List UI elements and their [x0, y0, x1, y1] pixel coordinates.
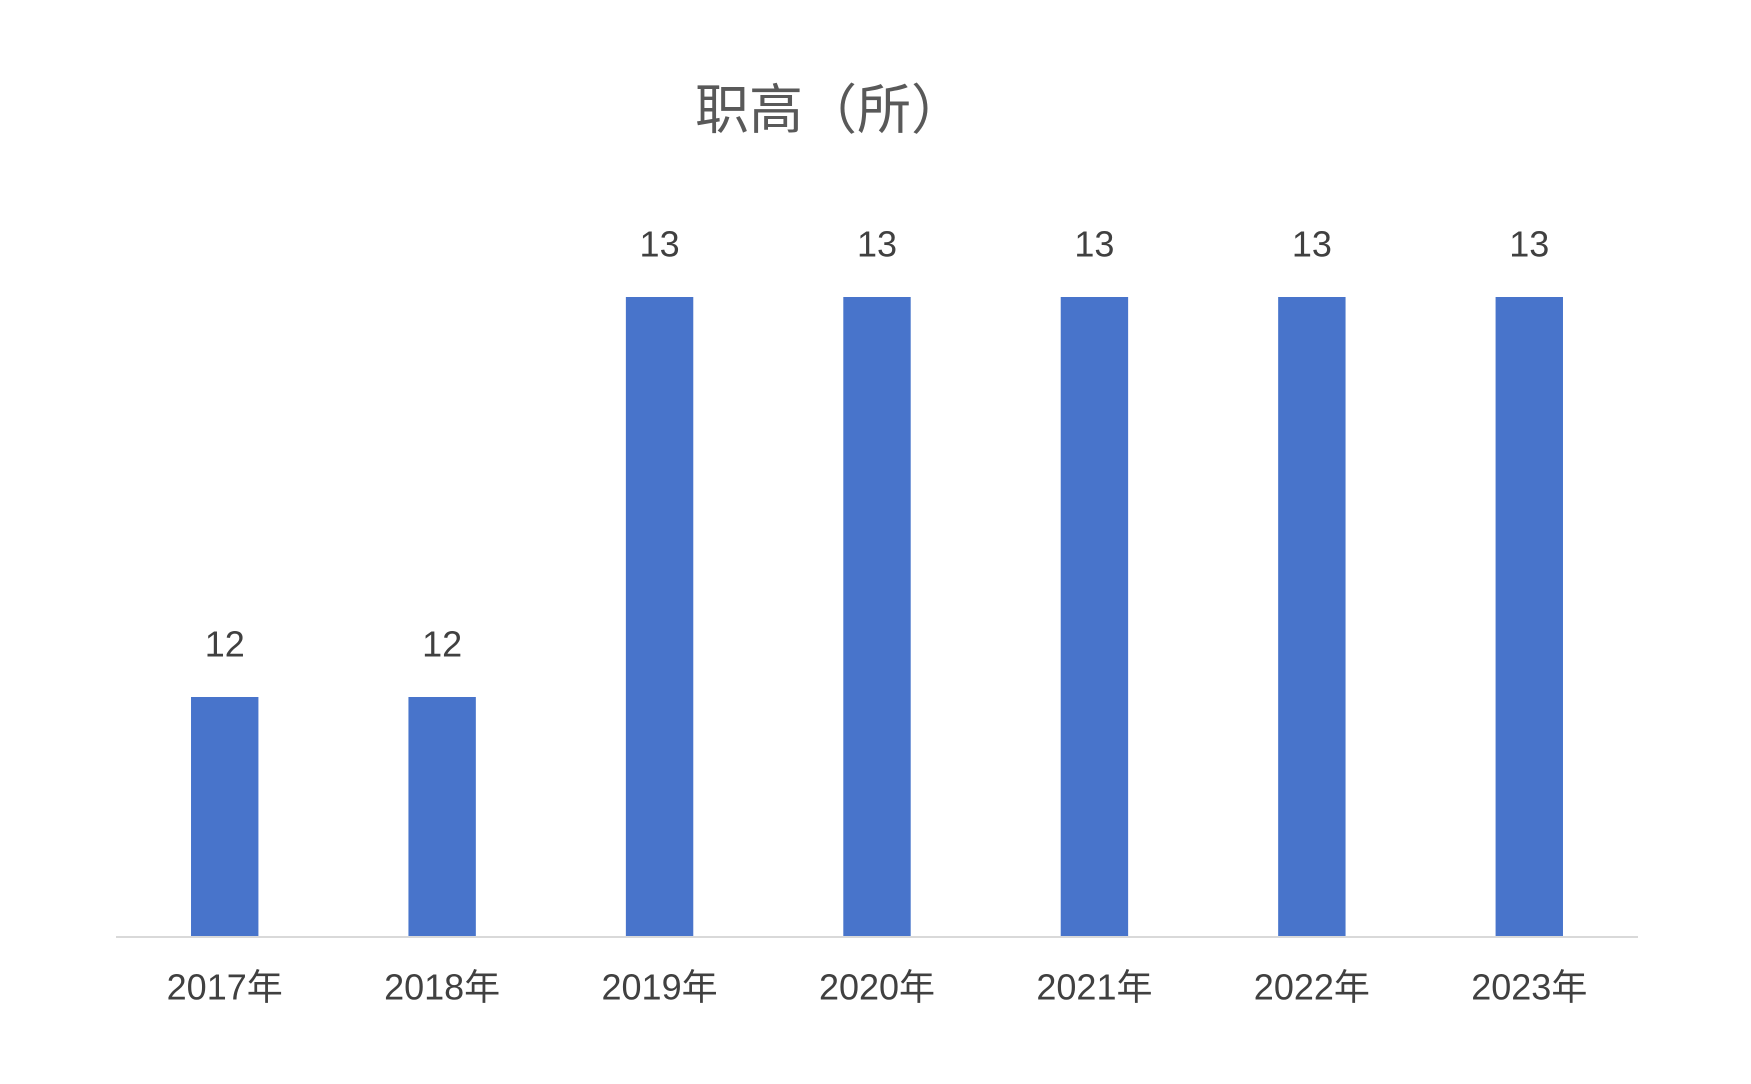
x-tick-label: 2022年 — [1254, 967, 1370, 1008]
data-label: 13 — [1074, 224, 1114, 265]
bar — [1495, 297, 1563, 937]
data-label: 13 — [1509, 224, 1549, 265]
x-tick-label: 2023年 — [1471, 967, 1587, 1008]
x-tick-label: 2020年 — [819, 967, 935, 1008]
x-tick-label: 2019年 — [602, 967, 718, 1008]
x-tick-label: 2018年 — [384, 967, 500, 1008]
data-label: 12 — [422, 624, 462, 665]
x-tick-label: 2021年 — [1036, 967, 1152, 1008]
data-label: 12 — [205, 624, 245, 665]
bar — [843, 297, 911, 937]
data-label: 13 — [1292, 224, 1332, 265]
bar — [191, 697, 259, 937]
chart-title: 职高（所） — [695, 80, 965, 140]
bar — [625, 297, 694, 937]
x-tick-label: 2017年 — [167, 967, 283, 1008]
data-label: 13 — [857, 224, 897, 265]
data-label: 13 — [640, 224, 680, 265]
bar — [1278, 297, 1346, 937]
bar — [408, 697, 476, 937]
bar — [1060, 297, 1129, 937]
